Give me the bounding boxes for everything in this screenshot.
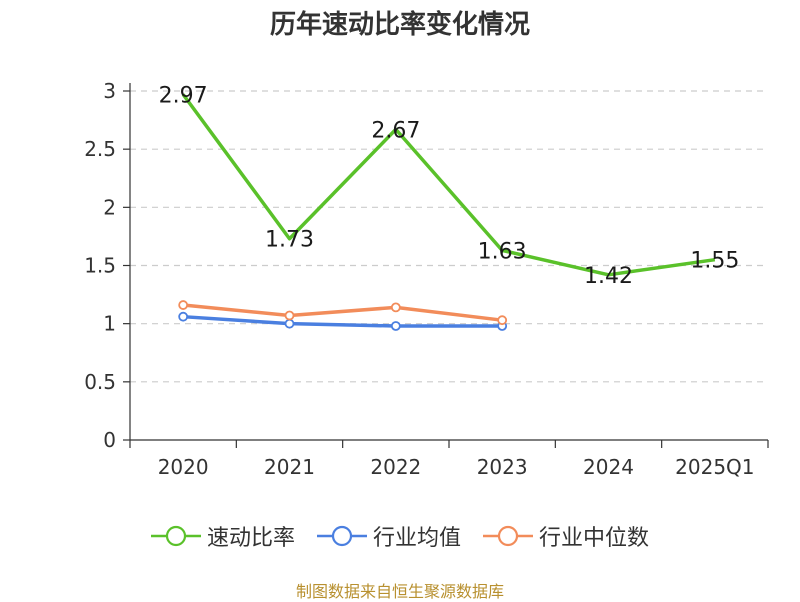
x-tick-label: 2020 <box>158 455 209 479</box>
series-line-2 <box>182 303 503 322</box>
data-label: 1.63 <box>478 239 527 264</box>
legend-item-1[interactable]: 行业均值 <box>316 520 461 552</box>
grid-lines <box>130 90 768 383</box>
legend-label: 行业中位数 <box>539 526 650 551</box>
legend-label: 速动比率 <box>206 526 295 551</box>
legend-swatch-marker <box>497 525 519 547</box>
y-tick-label: 2 <box>103 195 116 219</box>
x-tick-label: 2023 <box>477 455 528 479</box>
series-point <box>284 310 295 321</box>
x-tick-label: 2025Q1 <box>675 455 754 479</box>
series-point <box>178 311 189 322</box>
series-point <box>497 315 508 326</box>
data-label: 2.97 <box>159 83 208 108</box>
legend-label: 行业均值 <box>372 526 461 551</box>
series-point <box>390 302 401 313</box>
legend-item-2[interactable]: 行业中位数 <box>483 520 649 552</box>
y-tick-label: 1.5 <box>84 254 116 278</box>
series-point <box>284 318 295 329</box>
footer-credit: 制图数据来自恒生聚源数据库 <box>295 582 504 601</box>
y-tick-label: 1 <box>103 312 116 336</box>
x-tick-label: 2024 <box>583 455 634 479</box>
legend-item-0[interactable]: 速动比率 <box>150 520 295 552</box>
legend-swatch-marker <box>331 525 353 547</box>
series-line-1 <box>183 314 503 328</box>
y-tick-label: 0 <box>103 428 116 452</box>
series-line-0 <box>181 93 716 277</box>
data-label: 2.67 <box>371 118 420 143</box>
data-label: 1.73 <box>265 228 314 253</box>
y-tick-label: 3 <box>103 79 116 103</box>
chart-title: 历年速动比率变化情况 <box>269 10 530 40</box>
series-point <box>178 300 189 310</box>
data-labels: 2.97 1.73 2.67 1.63 1.42 1.55 <box>159 83 740 288</box>
axes: 0 0.5 1 1.5 2 2.5 3 2020 2021 2022 2023 2024 2025Q1 <box>84 79 769 479</box>
series-point <box>390 321 401 331</box>
legend-swatch-icon <box>483 525 533 547</box>
legend: 速动比率 行业均值 行业中位数 <box>0 520 800 552</box>
data-label: 1.42 <box>584 264 633 289</box>
legend-swatch-icon <box>150 525 201 547</box>
legend-swatch-marker <box>165 525 187 547</box>
series-lines <box>178 93 716 331</box>
x-tick-label: 2021 <box>264 455 315 479</box>
y-tick-label: 2.5 <box>84 137 116 161</box>
x-tick-label: 2022 <box>370 455 421 479</box>
data-label: 1.55 <box>690 249 739 274</box>
y-tick-label: 0.5 <box>84 370 116 394</box>
legend-swatch-icon <box>316 525 367 547</box>
